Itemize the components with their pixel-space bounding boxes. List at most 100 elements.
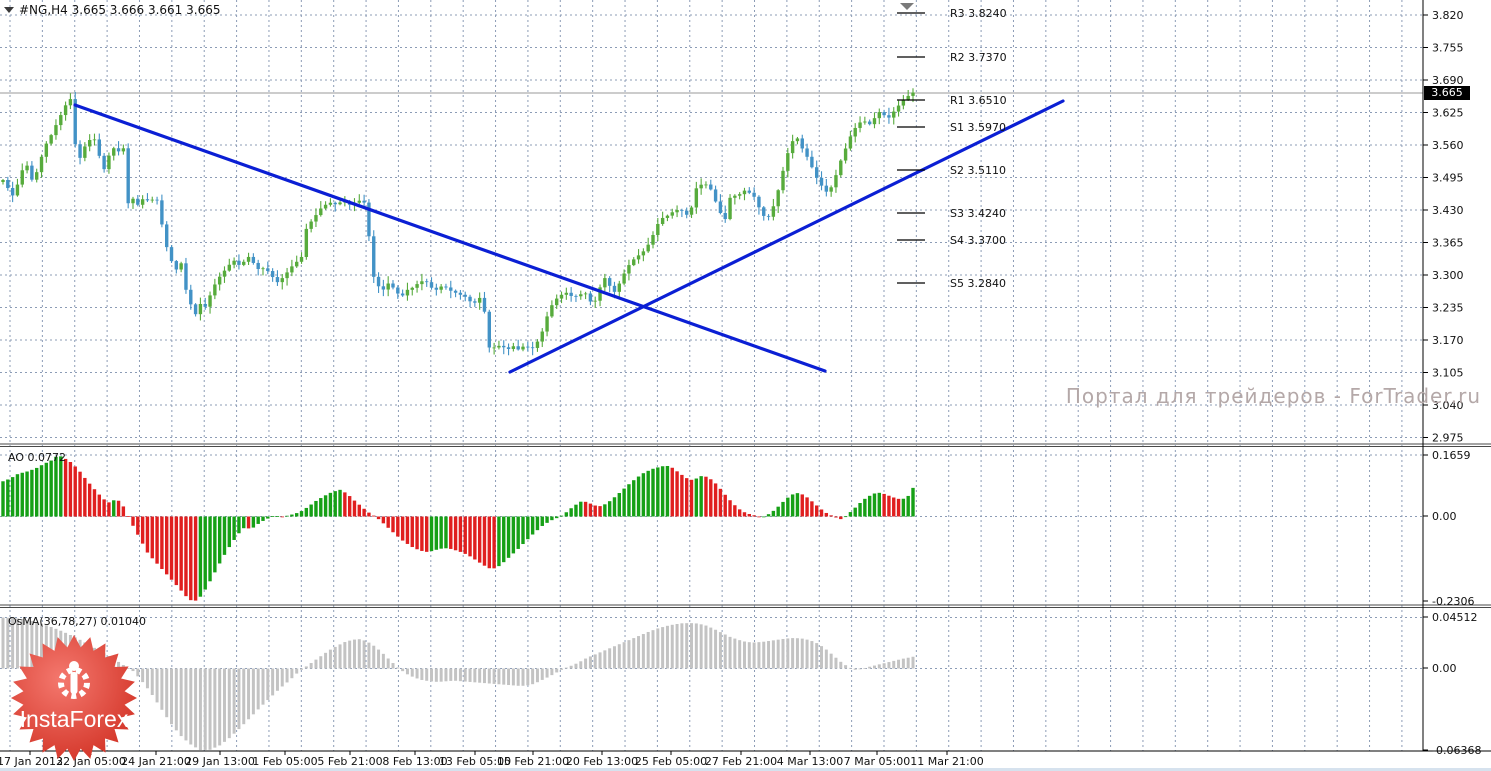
osma-bar (574, 663, 578, 669)
candle-body (834, 175, 838, 188)
candle-body (444, 286, 448, 288)
osma-bar (290, 668, 294, 679)
ao-bar (757, 516, 761, 518)
ao-bar (685, 478, 689, 517)
ao-bar (776, 506, 780, 517)
osma-bar (261, 668, 265, 705)
instaforex-badge[interactable]: InstaForex (11, 635, 137, 761)
osma-bar (184, 668, 188, 741)
osma-bar (275, 668, 279, 691)
ao-bar (742, 512, 747, 517)
ao-bar (444, 516, 448, 549)
candle-body (521, 346, 525, 350)
candle-body (550, 305, 554, 317)
candle-body (112, 148, 116, 156)
candle-body (627, 265, 631, 274)
candle-body (92, 139, 97, 141)
osma-bar (40, 623, 44, 669)
candle-body (863, 121, 867, 123)
osma-bar (454, 668, 458, 681)
candle-body (227, 264, 231, 271)
osma-bar (126, 668, 130, 669)
osma-bar (757, 642, 761, 669)
osma-bar (213, 668, 217, 748)
indicator-axis-label: -0.2306 (1432, 595, 1474, 608)
ao-bar (598, 506, 602, 517)
price-axis-label: 3.105 (1432, 367, 1464, 380)
candle-body (6, 180, 10, 189)
ao-bar (632, 480, 636, 517)
ao-bar (246, 516, 251, 529)
osma-bar (11, 617, 15, 669)
trendline[interactable] (73, 103, 827, 373)
osma-bar (487, 668, 491, 684)
candle-body (790, 141, 795, 154)
candle-body (232, 260, 236, 265)
candle-body (559, 294, 564, 299)
candle-body (20, 170, 24, 185)
ao-bar (44, 462, 49, 517)
candle-body (709, 184, 713, 190)
ao-bar (810, 501, 814, 517)
price-axis-label: 3.365 (1432, 237, 1464, 250)
candle-body (911, 92, 915, 96)
ao-bar (530, 516, 535, 535)
ao-bar (612, 497, 617, 517)
pivot-label: R2 3.7370 (950, 51, 1007, 64)
ao-bar (834, 516, 838, 518)
candle-body (434, 287, 439, 290)
candle-body (102, 155, 106, 170)
ao-bar (583, 501, 588, 517)
ao-bar (458, 516, 463, 552)
osma-bar (661, 627, 665, 669)
osma-bar (319, 656, 323, 669)
ao-bar (285, 515, 289, 517)
instaforex-badge-text: InstaForex (20, 706, 129, 732)
ao-bar (516, 516, 520, 549)
ao-bar (242, 516, 246, 529)
ao-bar (87, 483, 92, 517)
candle-body (718, 201, 723, 214)
candle-body (261, 268, 265, 270)
osma-bar (1, 617, 5, 669)
osma-bar (222, 668, 226, 742)
indicator-axis-label: 0.00 (1432, 510, 1457, 523)
candle-body (805, 148, 809, 157)
candle-body (733, 195, 737, 198)
candle-body (39, 156, 44, 173)
candle-body (526, 346, 530, 348)
candle-body (882, 112, 886, 116)
candle-body (25, 165, 29, 171)
ao-bar (843, 516, 848, 518)
ao-bar (526, 516, 530, 540)
ao-bar (473, 516, 477, 560)
candle-body (583, 293, 588, 295)
candle-body (781, 170, 785, 191)
ao-bar (771, 510, 776, 517)
osma-bar (728, 636, 732, 669)
candle-body (189, 289, 193, 305)
date-label: 20 Feb 13:00 (566, 755, 638, 768)
ao-bar (410, 516, 414, 548)
price-axis-label: 3.495 (1432, 172, 1464, 185)
ao-bar (477, 516, 482, 563)
indicator-axis-label: 0.04512 (1432, 611, 1478, 624)
osma-bar (656, 628, 660, 669)
osma-bar (564, 667, 568, 669)
candle-body (492, 347, 496, 349)
osma-bar (588, 656, 592, 669)
candle-body (545, 316, 549, 332)
ao-bar (747, 514, 751, 517)
ao-bar (193, 516, 198, 601)
candle-body (280, 278, 284, 283)
candle-body (213, 284, 217, 296)
date-label: 4 Mar 13:00 (777, 755, 843, 768)
ao-bar (468, 516, 472, 557)
osma-bar (49, 626, 53, 669)
osma-bar (208, 668, 212, 750)
osma-bar (617, 644, 621, 669)
ao-bar (179, 516, 183, 591)
trendline[interactable] (508, 99, 1065, 374)
symbol-dropdown-icon[interactable] (4, 7, 14, 13)
